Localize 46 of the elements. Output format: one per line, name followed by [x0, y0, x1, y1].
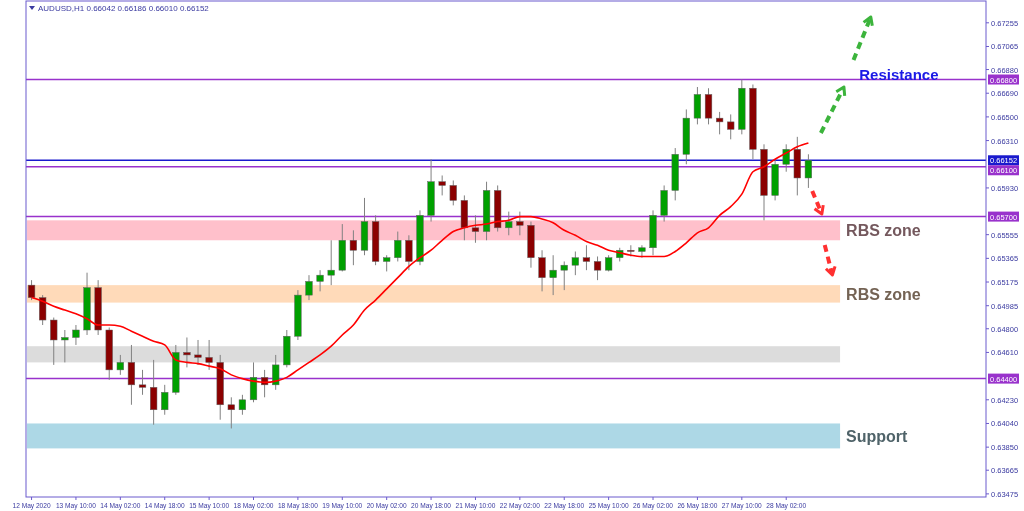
candlestick — [593, 255, 602, 281]
candlestick — [249, 361, 258, 403]
candlestick — [238, 394, 246, 416]
candlestick — [804, 153, 812, 189]
annotation: Resistance — [859, 65, 939, 83]
candlestick — [72, 324, 80, 346]
candlestick — [638, 244, 646, 259]
candlestick — [183, 336, 191, 368]
candlestick — [693, 86, 701, 125]
candlestick — [516, 211, 524, 236]
candlestick — [727, 113, 735, 140]
candlestick — [150, 359, 158, 426]
candlestick — [449, 179, 457, 206]
chart-title: AUDUSD,H1 0.66042 0.66186 0.66010 0.66152 — [38, 4, 210, 13]
candlestick — [716, 111, 724, 135]
candlestick — [194, 339, 202, 366]
candlestick — [50, 317, 58, 366]
candlestick — [438, 174, 446, 196]
candlestick — [582, 244, 591, 271]
candlestick — [27, 279, 36, 301]
band-label: Support — [846, 427, 909, 445]
candlestick — [505, 211, 513, 236]
candlestick — [39, 294, 47, 326]
candlestick — [227, 396, 235, 429]
candlestick — [349, 229, 357, 266]
candlestick — [205, 339, 213, 371]
candlestick — [394, 231, 402, 262]
candlestick — [127, 344, 136, 406]
candlestick — [138, 369, 147, 396]
candlestick — [704, 87, 713, 125]
candlestick — [61, 329, 69, 363]
candlestick — [305, 274, 313, 301]
candlestick — [560, 260, 568, 291]
candlestick — [538, 249, 546, 292]
candlestick — [571, 250, 579, 276]
candlestick — [316, 269, 324, 292]
candlestick — [116, 354, 124, 376]
candlestick — [272, 354, 280, 391]
band-label: RBS zone — [846, 285, 921, 303]
candlestick — [405, 234, 413, 271]
candlestick — [327, 239, 335, 286]
band-label: RBS zone — [846, 222, 921, 240]
candlestick — [549, 254, 557, 296]
candlestick — [782, 143, 790, 173]
candlestick — [161, 384, 169, 416]
candlestick — [471, 214, 480, 244]
